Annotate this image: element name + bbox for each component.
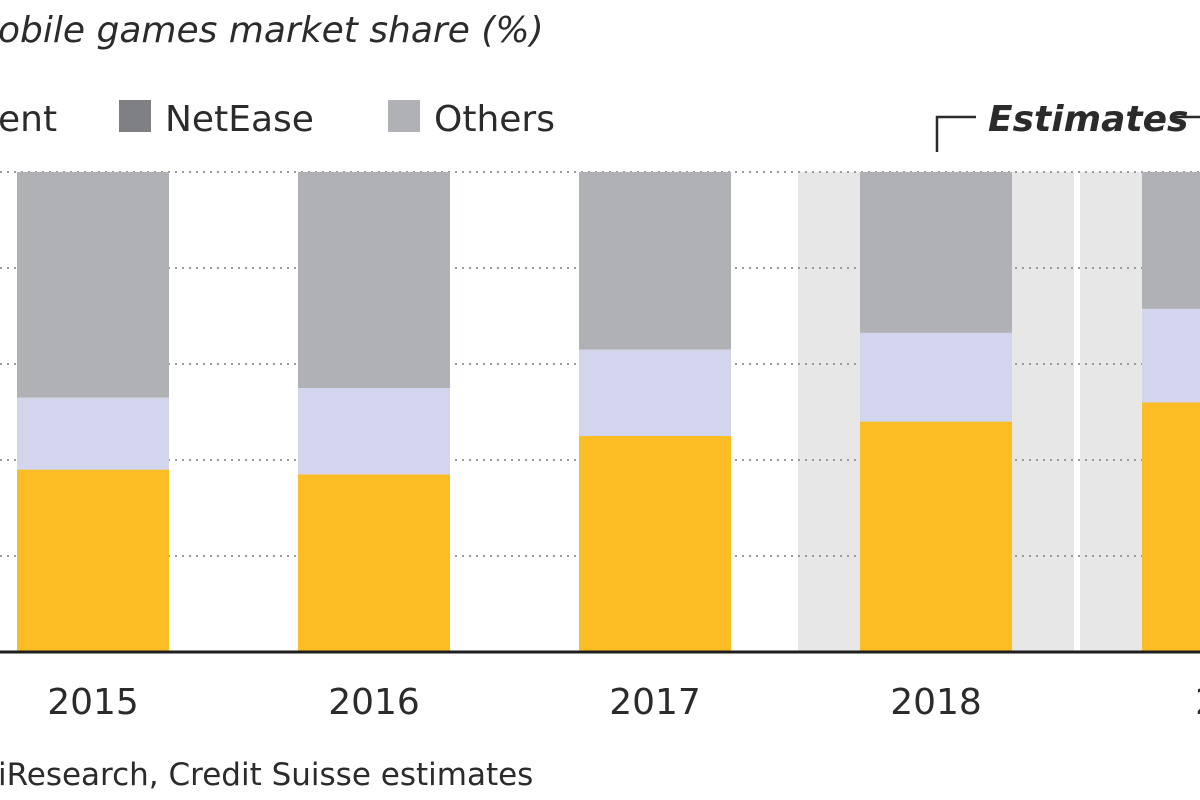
legend-swatch-netease: [119, 100, 151, 132]
estimates-bracket-left: [935, 115, 976, 152]
legend: ent NetEase Others: [0, 99, 555, 140]
bars: [17, 172, 1200, 652]
x-tick-labels: 2015 2016 2017 2018 20: [47, 682, 1200, 723]
x-tick-label-2018: 2018: [890, 682, 982, 723]
legend-swatch-others: [388, 100, 420, 132]
bar-2018-ent: [860, 421, 1012, 652]
bar-2017-ent: [579, 436, 731, 652]
legend-label-netease: NetEase: [165, 99, 314, 140]
bar-2016-netease: [298, 388, 450, 475]
estimates-bracket: Estimates: [935, 99, 1200, 152]
estimates-label: Estimates: [988, 99, 1188, 140]
x-tick-label-2015: 2015: [47, 682, 139, 723]
bar-2016-ent: [298, 474, 450, 652]
legend-label-others: Others: [434, 99, 555, 140]
bar-2015-others: [17, 172, 169, 398]
bar-2018-others: [860, 172, 1012, 333]
chart-title: obile games market share (%): [0, 10, 544, 51]
x-tick-label-20: 20: [1195, 682, 1200, 723]
bar-20-netease: [1142, 308, 1200, 403]
legend-label-ent: ent: [0, 99, 57, 140]
bar-2018-netease: [860, 332, 1012, 422]
source-note: iResearch, Credit Suisse estimates: [0, 757, 533, 793]
bar-2015-netease: [17, 397, 169, 470]
bar-20-others: [1142, 172, 1200, 309]
bar-2016-others: [298, 172, 450, 388]
bar-20-ent: [1142, 402, 1200, 652]
x-tick-label-2016: 2016: [328, 682, 420, 723]
x-tick-label-2017: 2017: [609, 682, 701, 723]
bar-2015-ent: [17, 469, 169, 652]
bar-2017-others: [579, 172, 731, 350]
bar-2017-netease: [579, 349, 731, 436]
